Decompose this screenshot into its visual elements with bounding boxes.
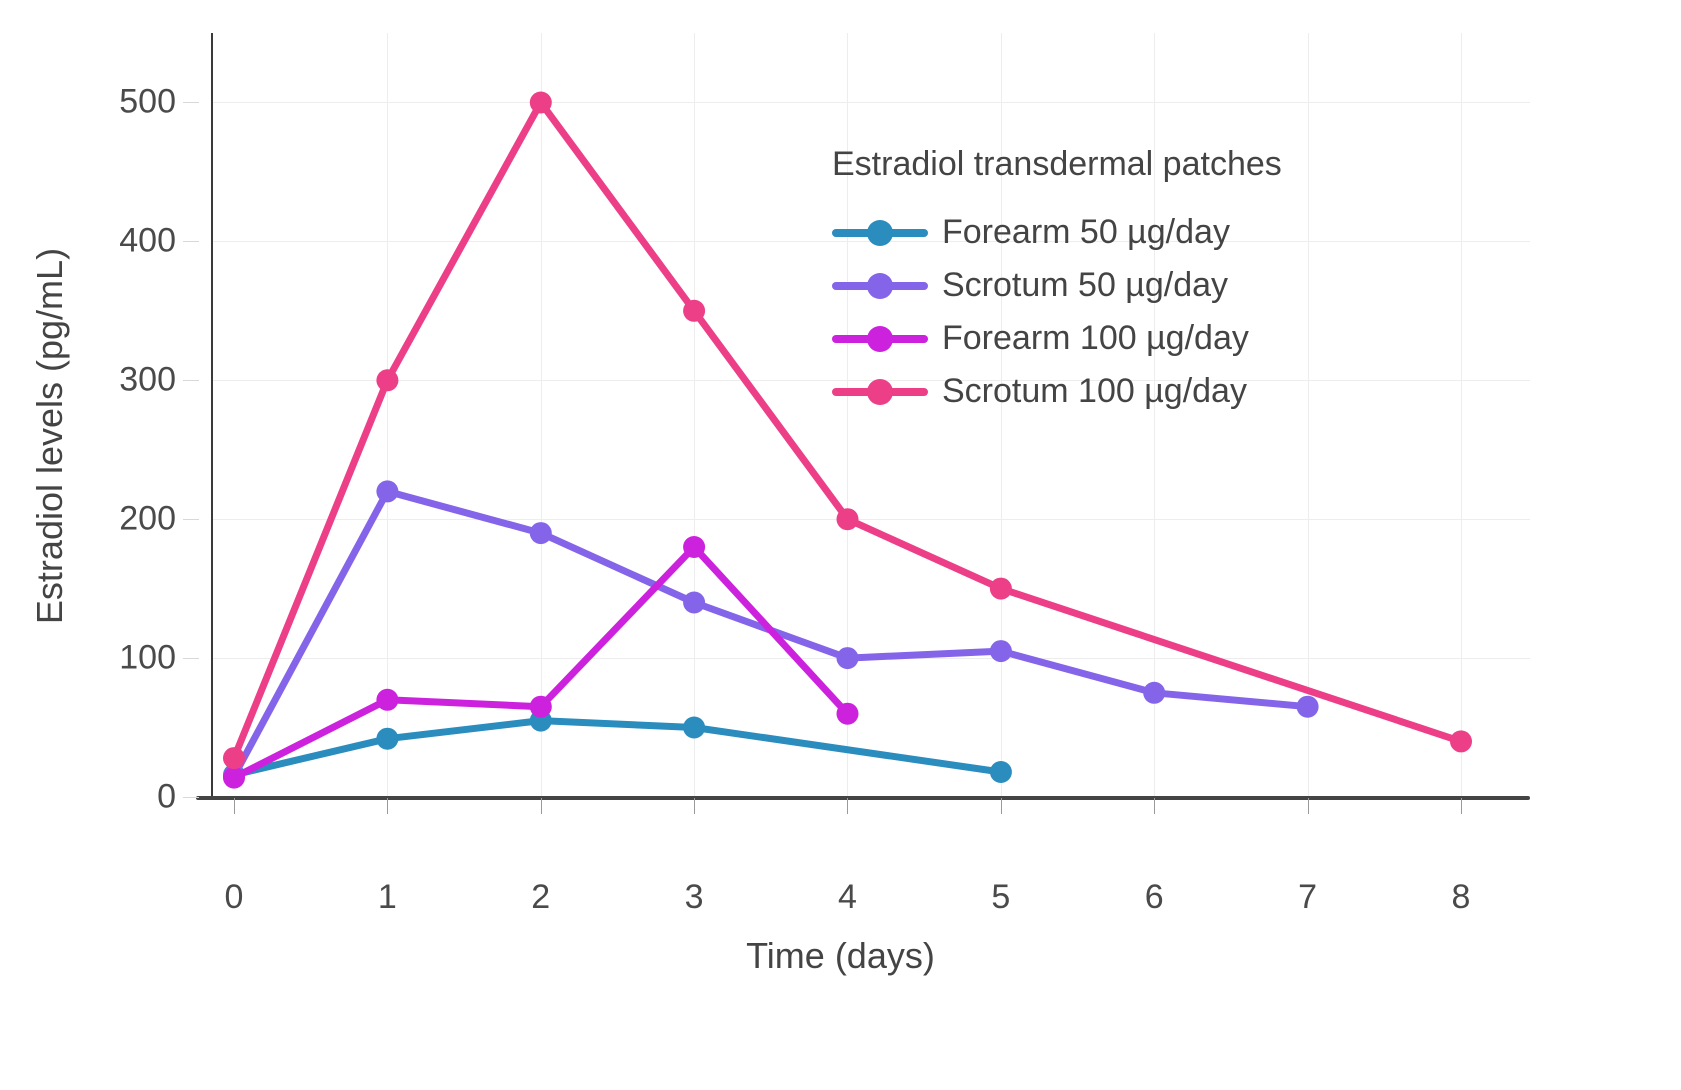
y-tick-mark bbox=[183, 658, 199, 660]
x-tick-label: 1 bbox=[377, 878, 397, 916]
legend-swatch-icon bbox=[832, 377, 928, 407]
legend-item[interactable]: Forearm 100 µg/day bbox=[832, 312, 1392, 365]
y-tick-label: 100 bbox=[119, 638, 176, 677]
legend-swatch-icon bbox=[832, 324, 928, 354]
x-gridline bbox=[540, 33, 542, 797]
x-tick-label: 5 bbox=[991, 878, 1011, 916]
x-tick-label: 6 bbox=[1144, 878, 1164, 916]
x-tick-label: 3 bbox=[684, 878, 704, 916]
x-tick-label: 7 bbox=[1298, 878, 1318, 916]
x-tick-mark bbox=[540, 798, 542, 814]
legend-swatch-icon bbox=[832, 271, 928, 301]
x-gridline bbox=[694, 33, 696, 797]
legend-swatch-icon bbox=[832, 218, 928, 248]
legend-item-label: Forearm 100 µg/day bbox=[942, 319, 1249, 357]
legend-item[interactable]: Forearm 50 µg/day bbox=[832, 206, 1392, 259]
legend-title: Estradiol transdermal patches bbox=[832, 145, 1282, 183]
legend-item[interactable]: Scrotum 50 µg/day bbox=[832, 259, 1392, 312]
x-tick-mark bbox=[1154, 798, 1156, 814]
y-tick-label: 0 bbox=[157, 777, 176, 816]
x-tick-mark bbox=[694, 798, 696, 814]
y-tick-mark bbox=[183, 380, 199, 382]
x-tick-mark bbox=[847, 798, 849, 814]
x-axis-title: Time (days) bbox=[746, 935, 935, 976]
x-axis-line bbox=[196, 796, 1530, 800]
x-tick-mark bbox=[1307, 798, 1309, 814]
y-tick-label: 200 bbox=[119, 499, 176, 538]
legend-item-label: Scrotum 50 µg/day bbox=[942, 266, 1229, 304]
x-tick-mark bbox=[234, 798, 235, 814]
legend-item-label: Forearm 50 µg/day bbox=[942, 213, 1230, 251]
x-tick-label: 4 bbox=[838, 878, 857, 916]
x-tick-label: 8 bbox=[1451, 878, 1471, 916]
y-tick-label: 400 bbox=[119, 221, 176, 260]
y-tick-label: 300 bbox=[119, 360, 176, 399]
x-tick-mark bbox=[1460, 798, 1462, 814]
y-tick-label: 500 bbox=[119, 82, 176, 121]
legend-item-label: Scrotum 100 µg/day bbox=[942, 372, 1247, 410]
y-axis-title: Estradiol levels (pg/mL) bbox=[29, 247, 70, 625]
legend: Estradiol transdermal patches Forearm 50… bbox=[832, 145, 1392, 418]
y-gridline bbox=[211, 658, 1530, 660]
x-gridline bbox=[1460, 33, 1462, 797]
legend-item[interactable]: Scrotum 100 µg/day bbox=[832, 365, 1392, 418]
y-gridline bbox=[211, 102, 1530, 104]
y-gridline bbox=[211, 519, 1530, 521]
y-tick-mark bbox=[183, 797, 199, 798]
x-gridline bbox=[387, 33, 389, 797]
x-tick-mark bbox=[387, 798, 389, 814]
y-tick-mark bbox=[183, 102, 199, 104]
x-tick-mark bbox=[1000, 798, 1002, 814]
y-tick-mark bbox=[183, 241, 199, 243]
x-tick-label: 0 bbox=[224, 878, 244, 916]
x-tick-label: 2 bbox=[531, 878, 551, 916]
y-tick-mark bbox=[183, 519, 199, 521]
y-axis-line bbox=[211, 33, 213, 797]
